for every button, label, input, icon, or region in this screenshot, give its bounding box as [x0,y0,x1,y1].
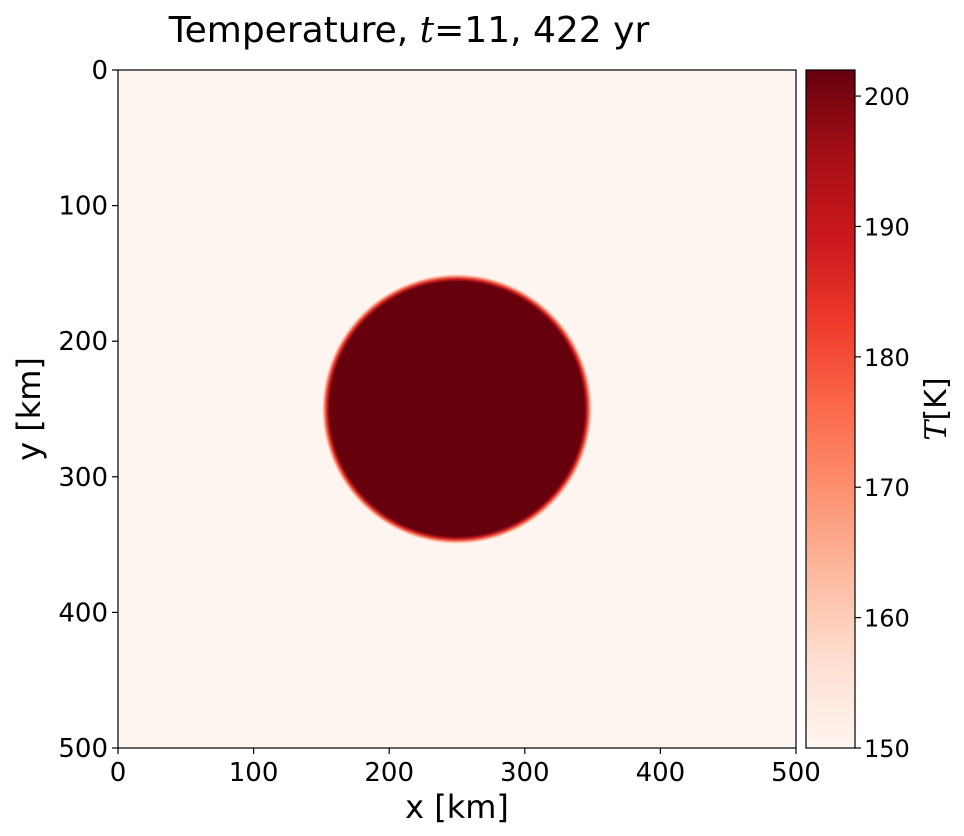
y-tick-label: 500 [58,734,108,764]
x-tick-label: 400 [636,758,686,788]
colorbar [805,69,856,749]
x-tick-label: 200 [364,758,414,788]
y-tick-label: 100 [58,192,108,222]
colorbar-tick-label: 200 [864,83,910,111]
colorbar-tick-label: 160 [864,605,910,633]
y-tick-label: 0 [91,56,108,86]
chart-title-time-var: t [420,10,435,51]
colorbar-label-var: T [919,419,954,441]
x-tick-label: 300 [500,758,550,788]
chart-title-time-value: =11, 422 yr [434,10,649,51]
colorbar-label-unit: [K] [919,377,954,420]
y-axis-ticks: 0 100 200 300 400 500 [58,56,118,764]
plot-area [118,70,796,748]
chart-title-prefix: Temperature, [168,10,420,51]
colorbar-tick-label: 190 [864,213,910,241]
colorbar-tick-label: 170 [864,474,910,502]
x-tick-label: 100 [229,758,279,788]
x-axis-label: x [km] [405,788,509,826]
colorbar-tick-label: 180 [864,344,910,372]
y-tick-label: 400 [58,598,108,628]
x-axis-ticks: 0 100 200 300 400 500 [110,748,821,788]
chart-title: Temperature, t=11, 422 yr [168,10,650,51]
plot-frame [117,69,797,749]
y-tick-label: 300 [58,463,108,493]
colorbar-label: T[K] [919,377,954,440]
colorbar-tick-label: 150 [864,735,910,763]
heatmap-hot-disk [321,273,593,545]
y-tick-label: 200 [58,327,108,357]
colorbar-ticks: 150 160 170 180 190 200 [855,83,910,763]
x-tick-label: 0 [110,758,127,788]
y-axis-label: y [km] [10,357,48,461]
x-tick-label: 500 [771,758,821,788]
